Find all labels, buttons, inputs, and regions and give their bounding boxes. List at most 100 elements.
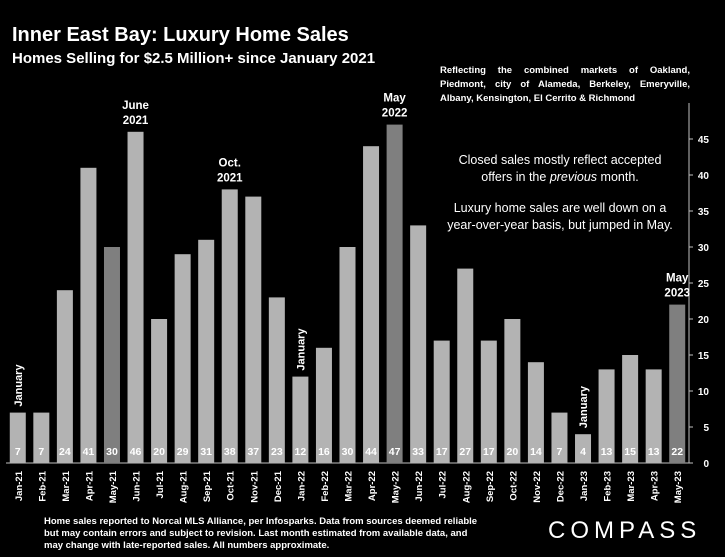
markets-note: Reflecting the combined markets of Oakla… bbox=[440, 65, 690, 104]
bar bbox=[433, 340, 450, 463]
x-tick-label: Mar-23 bbox=[626, 471, 637, 502]
bar bbox=[127, 131, 144, 464]
bar bbox=[151, 319, 168, 463]
chart-subtitle: Homes Selling for $2.5 Million+ since Ja… bbox=[12, 50, 376, 67]
bar bbox=[221, 189, 238, 463]
y-tick-label: 20 bbox=[698, 315, 710, 326]
x-tick-label: Feb-22 bbox=[320, 471, 331, 502]
bar bbox=[56, 290, 73, 463]
data-label: 13 bbox=[601, 446, 613, 458]
bar bbox=[480, 340, 497, 463]
y-tick-label: 40 bbox=[698, 171, 710, 182]
bar bbox=[669, 304, 686, 463]
x-tick-label: Jun-22 bbox=[414, 471, 425, 502]
y-tick-label: 5 bbox=[703, 423, 709, 434]
footer-disclaimer: Home sales reported to Norcal MLS Allian… bbox=[44, 516, 478, 551]
bar bbox=[198, 239, 215, 463]
data-label: 20 bbox=[507, 446, 519, 458]
data-label: 15 bbox=[624, 446, 636, 458]
bar bbox=[457, 268, 474, 463]
bar bbox=[410, 225, 427, 463]
x-tick-label: Aug-22 bbox=[461, 471, 472, 503]
bar bbox=[80, 167, 97, 464]
annotation-box: Closed sales mostly reflect accepted off… bbox=[440, 152, 680, 248]
annotation-yoy: Luxury home sales are well down on a yea… bbox=[447, 201, 673, 232]
data-label: 23 bbox=[271, 446, 283, 458]
data-label: 31 bbox=[200, 446, 212, 458]
annotation-label: January bbox=[295, 328, 307, 371]
x-tick-label: Oct-21 bbox=[226, 470, 237, 500]
data-label: 17 bbox=[483, 446, 495, 458]
annotation-label: June bbox=[122, 100, 149, 112]
bar bbox=[245, 196, 262, 463]
x-tick-label: Apr-21 bbox=[84, 470, 95, 501]
bar bbox=[575, 434, 592, 463]
data-label: 47 bbox=[389, 446, 401, 458]
bar bbox=[292, 376, 309, 463]
y-tick-label: 45 bbox=[698, 135, 710, 146]
annotation-line-1a: Closed sales mostly reflect accepted bbox=[458, 153, 662, 167]
data-label: 30 bbox=[342, 446, 354, 458]
x-tick-label: Jul-21 bbox=[155, 470, 166, 498]
data-label: 16 bbox=[318, 446, 330, 458]
bar bbox=[504, 319, 521, 463]
data-label: 22 bbox=[671, 446, 683, 458]
annotation-line-1b-post: month. bbox=[597, 170, 639, 184]
x-tick-label: May-22 bbox=[391, 471, 402, 503]
x-tick-label: Nov-22 bbox=[532, 471, 543, 503]
x-tick-label: Sep-22 bbox=[485, 471, 496, 502]
data-label: 33 bbox=[412, 446, 424, 458]
x-tick-label: Jan-21 bbox=[14, 470, 25, 501]
x-tick-label: May-21 bbox=[108, 470, 119, 503]
x-tick-label: Jun-21 bbox=[132, 470, 143, 501]
bar bbox=[527, 362, 544, 463]
x-tick-label: Oct-22 bbox=[508, 471, 519, 501]
annotation-label: Oct. bbox=[219, 157, 241, 169]
data-label: 4 bbox=[580, 446, 586, 458]
data-label: 12 bbox=[295, 446, 307, 458]
y-tick-label: 35 bbox=[698, 207, 710, 218]
data-label: 29 bbox=[177, 446, 189, 458]
y-tick-label: 0 bbox=[703, 459, 709, 470]
annotation-label: 2021 bbox=[123, 115, 149, 127]
x-tick-label: May-23 bbox=[673, 471, 684, 503]
bar bbox=[386, 124, 403, 463]
bar bbox=[645, 369, 662, 463]
bar bbox=[9, 412, 26, 463]
data-label: 20 bbox=[153, 446, 165, 458]
data-label: 7 bbox=[38, 446, 44, 458]
compass-logo: COMPASS bbox=[548, 517, 702, 544]
data-label: 46 bbox=[130, 446, 142, 458]
x-tick-label: Mar-21 bbox=[61, 470, 72, 501]
x-tick-label: Dec-21 bbox=[273, 470, 284, 502]
annotation-label: January bbox=[578, 385, 590, 428]
x-tick-label: Apr-22 bbox=[367, 471, 378, 501]
annotation-label: 2022 bbox=[382, 108, 408, 120]
bar bbox=[551, 412, 568, 463]
bar bbox=[339, 247, 356, 463]
x-tick-label: Jan-23 bbox=[579, 471, 590, 501]
annotation-label: 2023 bbox=[664, 288, 690, 300]
data-label: 14 bbox=[530, 446, 542, 458]
annotation-label: 2021 bbox=[217, 172, 243, 184]
bar bbox=[363, 146, 380, 463]
annotation-label: May bbox=[383, 93, 406, 105]
data-label: 38 bbox=[224, 446, 236, 458]
data-label: 30 bbox=[106, 446, 118, 458]
y-tick-label: 25 bbox=[698, 279, 710, 290]
x-tick-label: Jan-22 bbox=[296, 471, 307, 501]
data-label: 7 bbox=[15, 446, 21, 458]
x-tick-label: Feb-21 bbox=[37, 470, 48, 501]
annotation-label: January bbox=[13, 364, 25, 407]
annotation-line-1b-em: previous bbox=[549, 170, 598, 184]
y-tick-label: 15 bbox=[698, 351, 710, 362]
data-label: 13 bbox=[648, 446, 660, 458]
bar bbox=[268, 297, 285, 463]
bar bbox=[33, 412, 50, 463]
x-tick-label: Mar-22 bbox=[344, 471, 355, 502]
y-tick-label: 10 bbox=[698, 387, 710, 398]
bar bbox=[174, 254, 191, 463]
annotation-label: May bbox=[666, 273, 689, 285]
y-tick-label: 30 bbox=[698, 243, 710, 254]
x-tick-label: Apr-23 bbox=[650, 471, 661, 501]
